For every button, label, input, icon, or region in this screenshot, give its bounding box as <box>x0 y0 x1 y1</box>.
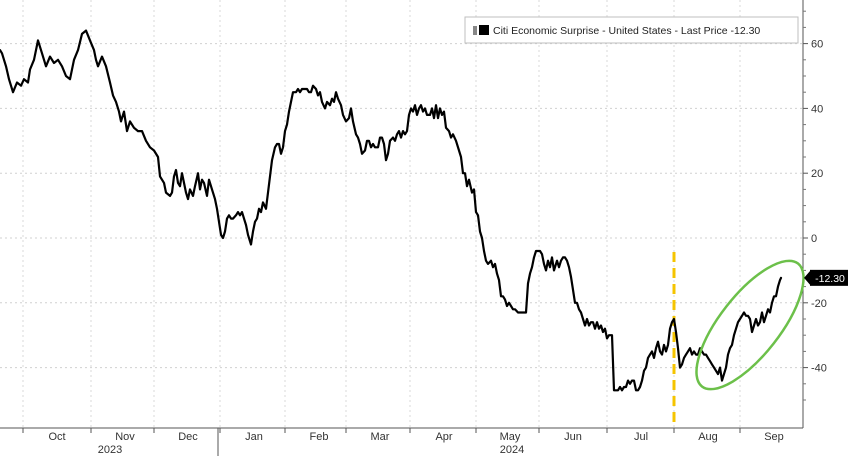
x-tick-label: Oct <box>48 431 65 443</box>
x-tick-label: May <box>500 431 521 443</box>
highlight-ellipse-group <box>695 259 805 391</box>
series-line <box>0 29 783 392</box>
x-axis: Oct Nov Dec Jan Feb Mar Apr May Jun Jul Aug Sep 2023… <box>0 427 803 456</box>
last-value-group: -12.30 <box>804 269 848 286</box>
x-tick-label: Aug <box>698 431 718 443</box>
x-tick-label: Feb <box>310 431 329 443</box>
y-tick-label: -20 <box>811 298 827 310</box>
legend-swatch-left <box>473 26 477 35</box>
x-tick-label: Jan <box>245 431 263 443</box>
year-label: 2023 <box>98 444 122 456</box>
x-tick-label: Dec <box>178 431 198 443</box>
highlight-ellipse <box>695 259 805 391</box>
y-tick-label: 40 <box>811 103 823 115</box>
last-value-label: -12.30 <box>815 273 845 285</box>
grid <box>0 0 803 428</box>
x-tick-label: Apr <box>435 431 452 443</box>
legend-swatch <box>479 25 489 35</box>
right-axis: 60 40 20 0 -20 -40 <box>802 0 827 428</box>
x-tick-label: Sep <box>764 431 784 443</box>
last-value-pointer <box>804 269 811 286</box>
year-label: 2024 <box>500 444 524 456</box>
legend-box <box>464 16 799 44</box>
legend-label: Citi Economic Surprise - United States -… <box>493 25 760 37</box>
x-tick-label: Jul <box>634 431 648 443</box>
y-tick-label: 20 <box>811 168 823 180</box>
last-value-box <box>810 269 848 286</box>
x-tick-label: Nov <box>115 431 135 443</box>
series-group <box>0 29 783 392</box>
y-tick-label: 0 <box>811 233 817 245</box>
y-tick-label: 60 <box>811 39 823 51</box>
y-tick-label: -40 <box>811 363 827 375</box>
x-tick-label: Mar <box>371 431 390 443</box>
x-tick-label: Jun <box>564 431 582 443</box>
legend: Citi Economic Surprise - United States -… <box>464 16 799 44</box>
